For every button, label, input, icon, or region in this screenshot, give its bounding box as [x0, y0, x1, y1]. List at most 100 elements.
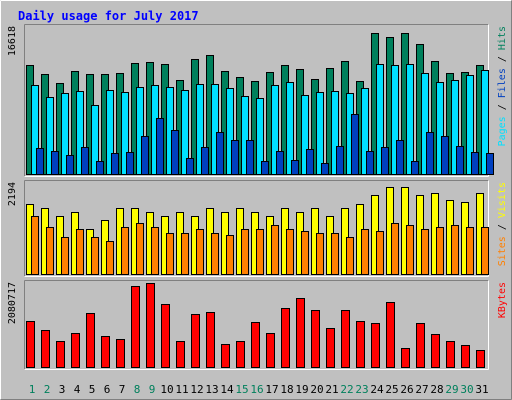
panel-hits-files-pages: 16618 Pages / Files / Hits: [7, 24, 508, 177]
day-label: 9: [149, 383, 156, 396]
bar-pages-day-30: [471, 152, 479, 175]
bar-sites-day-1: [31, 216, 39, 275]
legend-item-hits-files-pages-0: Pages: [497, 116, 508, 146]
bar-pages-day-16: [261, 161, 269, 175]
bar-pages-day-21: [336, 146, 344, 175]
bar-pages-day-15: [246, 140, 254, 175]
day-label: 29: [445, 383, 458, 396]
bar-files-day-5: [91, 105, 99, 175]
bar-files-day-17: [271, 85, 279, 175]
day-label: 16: [250, 383, 263, 396]
bar-kbytes-day-21: [326, 328, 335, 368]
panel-visits-sites: 2194 Sites / Visits: [7, 180, 508, 277]
day-label: 1: [29, 383, 36, 396]
day-label: 21: [325, 383, 338, 396]
bar-files-day-25: [391, 65, 399, 175]
bar-pages-day-28: [441, 136, 449, 175]
bar-sites-day-30: [466, 227, 474, 275]
bar-kbytes-day-1: [26, 321, 35, 368]
bar-files-day-13: [211, 84, 219, 175]
day-axis-labels: 1 2 3 4 5 6 7 8 9 10 11 12 13 14 15 16 17 18 19 20 21 22 23 24 2…: [29, 383, 489, 396]
bar-sites-day-7: [121, 227, 129, 275]
bar-kbytes-day-14: [221, 344, 230, 368]
bar-sites-day-29: [451, 225, 459, 275]
bar-sites-day-27: [421, 229, 429, 275]
bar-kbytes-day-26: [401, 348, 410, 368]
day-label: 26: [400, 383, 413, 396]
bar-kbytes-day-29: [446, 341, 455, 368]
bar-files-day-29: [451, 80, 459, 175]
bar-files-day-24: [376, 64, 384, 175]
bar-kbytes-day-24: [371, 323, 380, 368]
bar-files-day-30: [466, 75, 474, 175]
bar-files-day-16: [256, 98, 264, 175]
bar-sites-day-9: [151, 227, 159, 275]
day-label: 27: [415, 383, 428, 396]
legend-item-kbytes-0: KBytes: [497, 282, 508, 318]
bar-files-day-31: [481, 70, 489, 175]
bar-files-day-6: [106, 90, 114, 175]
bar-kbytes-day-9: [146, 283, 155, 368]
bar-files-day-3: [61, 93, 69, 175]
bar-sites-day-14: [226, 235, 234, 275]
bar-kbytes-day-31: [476, 350, 485, 368]
day-label: 3: [59, 383, 66, 396]
bar-kbytes-day-2: [41, 330, 50, 368]
bar-sites-day-24: [376, 231, 384, 275]
bar-sites-day-8: [136, 223, 144, 275]
y-max-label-visits-sites: 2194: [7, 182, 18, 206]
bar-files-day-20: [316, 92, 324, 175]
bar-kbytes-day-3: [56, 341, 65, 368]
bar-pages-day-11: [186, 158, 194, 175]
bar-pages-day-26: [411, 161, 419, 175]
bar-files-day-15: [241, 96, 249, 175]
bar-pages-day-6: [111, 153, 119, 175]
bar-files-day-1: [31, 85, 39, 175]
day-label: 25: [385, 383, 398, 396]
bar-sites-day-31: [481, 227, 489, 275]
bar-kbytes-day-13: [206, 312, 215, 368]
bar-files-day-2: [46, 97, 54, 175]
bar-files-day-4: [76, 91, 84, 175]
day-label: 30: [460, 383, 473, 396]
bar-pages-day-7: [126, 152, 134, 175]
bar-kbytes-day-6: [101, 336, 110, 368]
day-label: 4: [74, 383, 81, 396]
bar-kbytes-day-7: [116, 339, 125, 368]
bar-files-day-27: [421, 73, 429, 175]
legend-item-hits-files-pages-1: /: [497, 98, 508, 116]
bar-files-day-11: [181, 90, 189, 175]
bar-kbytes-day-16: [251, 322, 260, 368]
bar-sites-day-10: [166, 233, 174, 275]
y-max-label-kbytes: 2080717: [7, 282, 18, 324]
day-label: 12: [190, 383, 203, 396]
day-label: 22: [340, 383, 353, 396]
bar-sites-day-13: [211, 233, 219, 275]
bar-kbytes-day-19: [296, 298, 305, 368]
bar-kbytes-day-30: [461, 345, 470, 368]
bar-files-day-8: [136, 87, 144, 175]
bar-sites-day-16: [256, 229, 264, 275]
bar-pages-day-4: [81, 147, 89, 175]
bar-pages-day-13: [216, 132, 224, 175]
day-label: 2: [44, 383, 51, 396]
bar-pages-day-1: [36, 148, 44, 175]
day-label: 23: [355, 383, 368, 396]
legend-item-hits-files-pages-2: Files: [497, 68, 508, 98]
bar-kbytes-day-25: [386, 302, 395, 368]
bar-pages-day-12: [201, 147, 209, 175]
legend-item-visits-sites-0: Sites: [497, 236, 508, 266]
bar-pages-day-10: [171, 130, 179, 175]
day-label: 28: [430, 383, 443, 396]
bar-kbytes-day-23: [356, 321, 365, 368]
day-label: 14: [220, 383, 234, 396]
bar-sites-day-18: [286, 229, 294, 275]
bar-pages-day-9: [156, 118, 164, 175]
bar-sites-day-19: [301, 231, 309, 275]
bar-sites-day-25: [391, 223, 399, 275]
legend-kbytes: KBytes: [497, 282, 508, 318]
day-label: 18: [280, 383, 293, 396]
bar-sites-day-23: [361, 229, 369, 275]
bar-pages-day-22: [351, 114, 359, 175]
legend-item-visits-sites-1: /: [497, 218, 508, 236]
